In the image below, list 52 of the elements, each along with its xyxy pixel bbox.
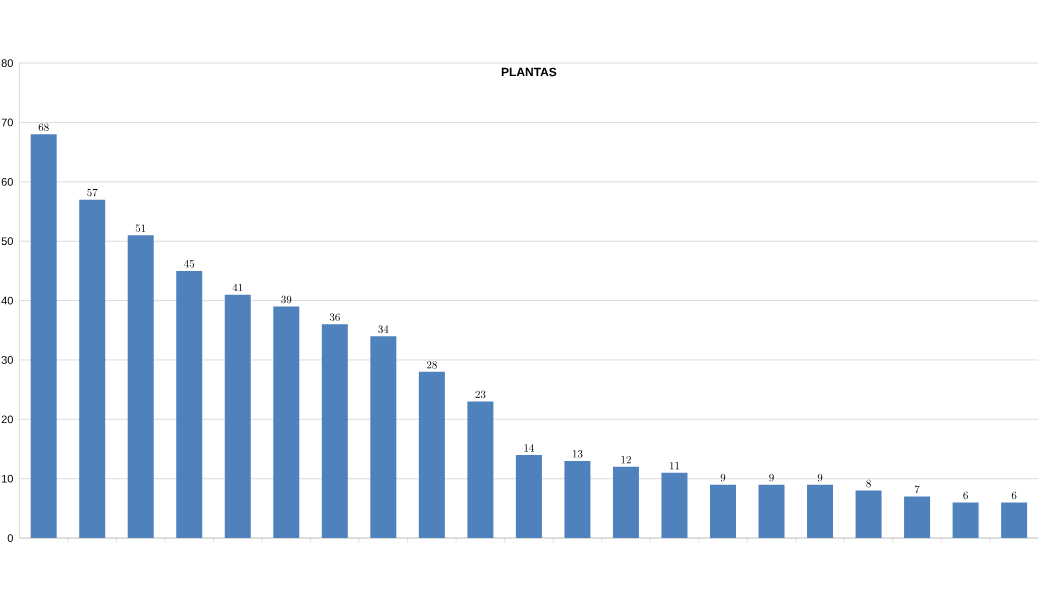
data-label: 45 xyxy=(184,259,195,268)
data-label: 51 xyxy=(135,224,146,232)
y-tick-label: 20 xyxy=(1,415,13,424)
data-label: 14 xyxy=(524,444,535,452)
bar xyxy=(1001,502,1028,539)
y-tick-label: 70 xyxy=(1,118,13,127)
data-label: 39 xyxy=(281,295,292,304)
y-tick-label: 50 xyxy=(1,237,13,246)
bar xyxy=(855,490,882,539)
data-label: 34 xyxy=(378,325,389,333)
bar xyxy=(515,454,542,539)
data-label: 41 xyxy=(232,283,243,292)
y-tick-label: 0 xyxy=(7,534,13,542)
bar xyxy=(224,294,251,539)
bar xyxy=(176,270,203,539)
bar xyxy=(79,199,106,539)
y-tick-label: 30 xyxy=(1,356,13,364)
data-label: 28 xyxy=(426,361,437,369)
bar xyxy=(418,371,445,539)
data-label: 36 xyxy=(329,313,340,322)
data-label: 9 xyxy=(720,473,726,482)
data-label: 9 xyxy=(817,473,823,482)
data-label: 57 xyxy=(87,188,98,197)
data-label: 7 xyxy=(914,485,920,494)
bar xyxy=(30,134,57,539)
bar xyxy=(710,484,736,539)
bar xyxy=(127,235,154,539)
data-label: 9 xyxy=(769,473,774,482)
bar xyxy=(321,324,348,539)
data-label: 8 xyxy=(866,479,871,488)
y-tick-label: 40 xyxy=(1,296,13,305)
y-tick-label: 10 xyxy=(1,474,13,483)
data-label: 12 xyxy=(621,456,631,464)
data-label: 6 xyxy=(963,491,968,500)
bar xyxy=(904,496,931,539)
bar xyxy=(467,401,494,539)
bar xyxy=(273,306,300,539)
bar xyxy=(564,460,591,539)
bar xyxy=(661,472,688,539)
y-tick-label: 60 xyxy=(1,177,13,186)
bar xyxy=(370,336,397,539)
data-label: 13 xyxy=(572,450,583,458)
bar xyxy=(758,484,785,539)
data-label: 23 xyxy=(475,390,486,399)
y-tick-label: 80 xyxy=(1,59,13,67)
chart-title: PLANTAS xyxy=(501,67,557,77)
bar xyxy=(952,502,979,539)
data-label: 68 xyxy=(38,123,49,132)
data-label: 11 xyxy=(669,461,680,470)
bar xyxy=(612,466,639,539)
data-label: 6 xyxy=(1011,491,1017,500)
bar xyxy=(807,484,834,539)
